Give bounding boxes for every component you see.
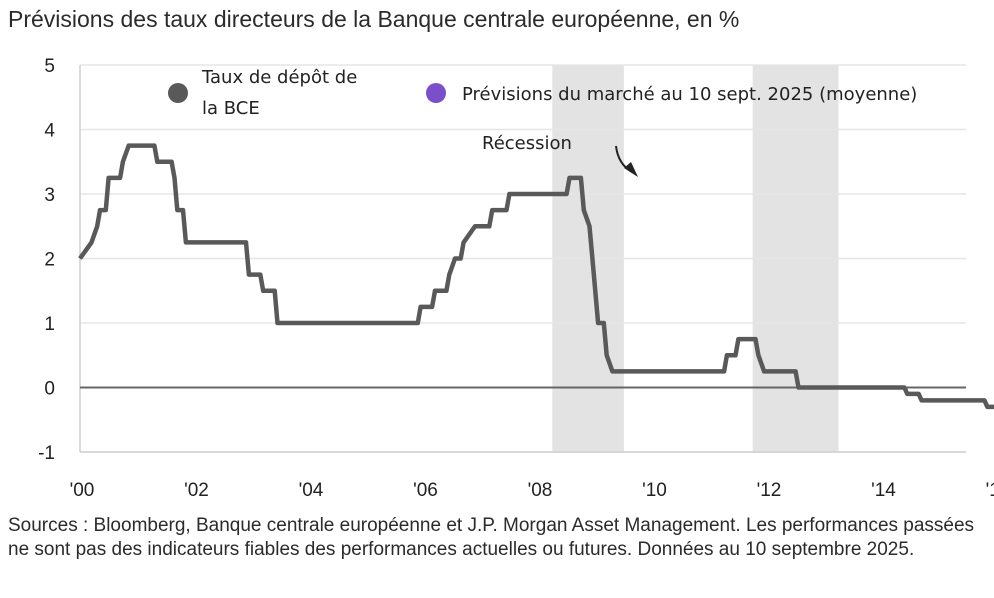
y-tick-label-6: 5 (44, 56, 55, 77)
y-tick-label-2: 1 (44, 314, 55, 335)
y-tick-label-5: 4 (44, 121, 55, 142)
x-tick-label-1: '02 (184, 480, 209, 501)
legend-forecast-label: Prévisions du marché au 10 sept. 2025 (m… (462, 84, 917, 105)
x-tick-label-7: '14 (871, 480, 896, 501)
x-tick-label-5: '10 (642, 480, 667, 501)
chart-plot: -1012345'00'02'04'06'08'10'12'14'16'18'2… (38, 56, 994, 501)
x-tick-label-2: '04 (299, 480, 324, 501)
series-line-deposit-rate (78, 143, 994, 410)
legend-historic-marker (168, 83, 188, 103)
series-lines (78, 143, 994, 410)
legend-recession-label: Récession (482, 133, 572, 154)
legend-forecast: Prévisions du marché au 10 sept. 2025 (m… (426, 83, 917, 105)
legend-historic: Taux de dépôt de la BCE (168, 67, 357, 119)
axes: -1012345'00'02'04'06'08'10'12'14'16'18'2… (38, 56, 994, 501)
x-tick-label-6: '12 (757, 480, 782, 501)
y-tick-label-3: 2 (44, 250, 55, 271)
legend-recession: Récession (482, 133, 638, 177)
x-tick-label-8: '16 (986, 480, 994, 501)
y-tick-label-4: 3 (44, 185, 55, 206)
recession-arrowhead-icon (624, 162, 638, 177)
legend-historic-label-line1: Taux de dépôt de (201, 67, 357, 88)
x-tick-label-3: '06 (413, 480, 438, 501)
y-tick-label-0: -1 (38, 443, 55, 464)
source-note: Sources : Bloomberg, Banque centrale eur… (8, 515, 975, 560)
x-tick-label-0: '00 (70, 480, 95, 501)
chart-title: Prévisions des taux directeurs de la Ban… (8, 6, 740, 32)
x-tick-label-4: '08 (528, 480, 553, 501)
legend-forecast-marker (426, 83, 446, 103)
legend-historic-label-line2: la BCE (202, 98, 260, 119)
y-tick-label-1: 0 (44, 379, 55, 400)
